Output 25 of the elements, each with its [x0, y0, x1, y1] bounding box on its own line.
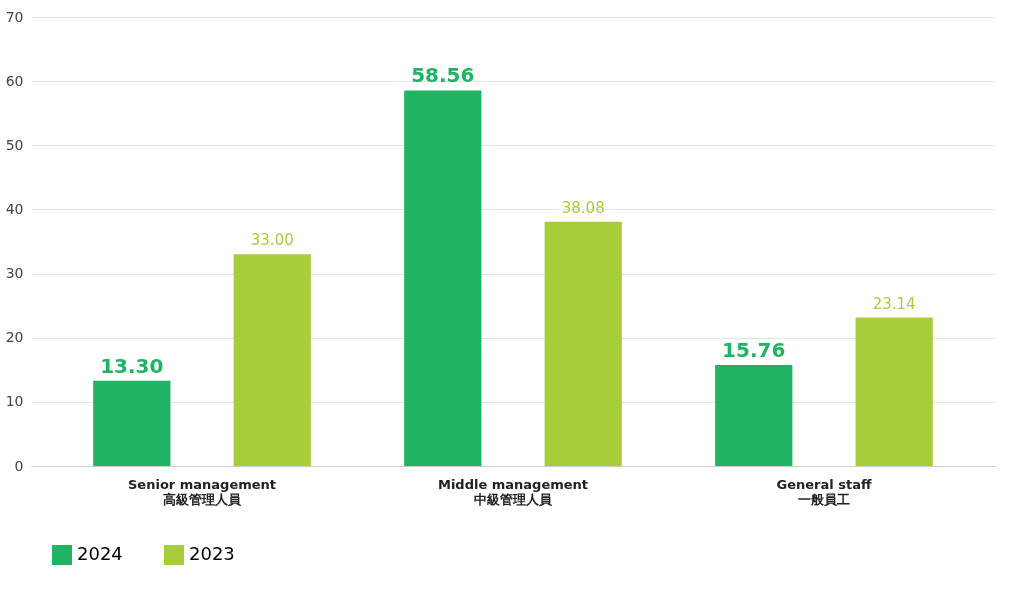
- y-tick-label: 60: [5, 72, 24, 89]
- bar: [233, 254, 311, 466]
- data-label: 13.30: [100, 353, 164, 378]
- data-label: 58.56: [411, 63, 475, 88]
- y-tick-label: 70: [5, 8, 24, 25]
- y-tick-label: 0: [14, 457, 24, 474]
- x-tick-label: Senior management 高級管理人員: [128, 476, 277, 507]
- bar: [855, 317, 933, 466]
- x-tick-label: General staff 一般員工: [776, 476, 872, 507]
- bar: [404, 90, 482, 466]
- y-tick-label: 30: [5, 265, 24, 282]
- x-tick-label: Middle management 中級管理人員: [437, 476, 589, 507]
- y-tick-label: 20: [5, 329, 24, 346]
- data-label: 33.00: [250, 231, 294, 250]
- data-label: 23.14: [872, 294, 916, 313]
- bar: [93, 380, 171, 466]
- bar: [715, 364, 793, 466]
- data-label: 15.76: [722, 337, 786, 362]
- y-tick-label: 10: [5, 393, 24, 410]
- legend-label: 2024: [77, 543, 123, 564]
- bar: [544, 221, 622, 466]
- y-tick-label: 50: [5, 136, 24, 153]
- legend-label: 2023: [189, 543, 235, 564]
- y-tick-label: 40: [5, 200, 24, 217]
- data-label: 38.08: [561, 198, 605, 217]
